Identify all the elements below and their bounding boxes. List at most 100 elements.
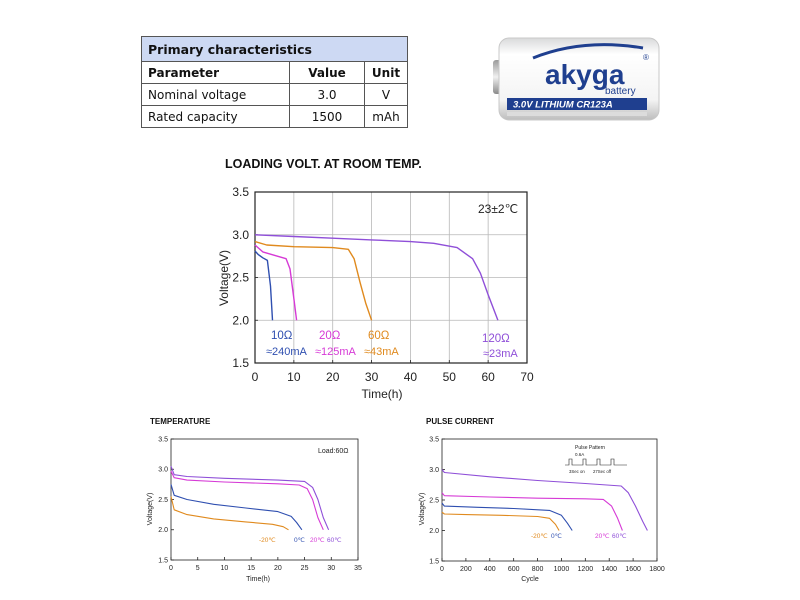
temperature-series-line-3 xyxy=(170,466,330,531)
battery-lower-band xyxy=(507,112,647,116)
main-y-tick-label: 2.5 xyxy=(232,271,249,285)
battery-label-band xyxy=(507,98,647,110)
pulse-y-axis-label: Voltage(V) xyxy=(419,493,426,526)
main-y-axis-label: Voltage(V) xyxy=(217,250,231,306)
pulse-series-line-3 xyxy=(441,469,648,531)
table-title: Primary characteristics xyxy=(141,36,408,62)
main-x-tick-label: 50 xyxy=(443,370,457,384)
pulse-x-tick-label: 0 xyxy=(440,566,444,573)
pulse-series-label: 60℃ xyxy=(612,533,627,540)
main-x-tick-label: 0 xyxy=(252,370,259,384)
pulse-y-tick-label: 3.5 xyxy=(429,436,439,443)
pulse-inset-on: 3Sec on xyxy=(569,469,585,474)
pulse-y-tick-label: 2.5 xyxy=(429,497,439,504)
pulse-inset-title: Pulse Pattern xyxy=(575,445,605,451)
temperature-series-label: 0℃ xyxy=(294,537,306,544)
temperature-y-tick-label: 2.5 xyxy=(158,497,168,504)
temperature-x-tick-label: 35 xyxy=(354,565,362,572)
temperature-series-label: 60℃ xyxy=(327,537,342,544)
pulse-series-label: 20℃ xyxy=(595,533,610,540)
main-chart-title: LOADING VOLT. AT ROOM TEMP. xyxy=(225,157,422,171)
table-cell-unit: mAh xyxy=(364,105,408,128)
pulse-x-tick-label: 1000 xyxy=(554,566,570,573)
temperature-series-line-2 xyxy=(170,470,324,531)
pulse-inset-off: 27Sec off xyxy=(593,469,612,474)
battery-label-text: 3.0V LITHIUM CR123A xyxy=(513,100,613,111)
temperature-y-tick-label: 3.0 xyxy=(158,467,168,474)
main-x-tick-label: 10 xyxy=(287,370,301,384)
temperature-annotation: Load:60Ω xyxy=(318,448,349,455)
temperature-y-tick-label: 3.5 xyxy=(158,436,168,443)
pulse-y-tick-label: 2.0 xyxy=(429,528,439,535)
temperature-y-tick-label: 1.5 xyxy=(158,557,168,564)
pulse-x-axis-label: Cycle xyxy=(521,576,539,583)
table-header-unit: Unit xyxy=(364,61,408,84)
temperature-x-tick-label: 25 xyxy=(301,565,309,572)
temperature-series-line-1 xyxy=(170,484,303,531)
characteristics-table: Primary characteristics Parameter Value … xyxy=(141,36,408,128)
main-series-line-1 xyxy=(254,244,298,321)
pulse-x-tick-label: 800 xyxy=(532,566,544,573)
pulse-x-tick-label: 600 xyxy=(508,566,520,573)
pulse-series-line-1 xyxy=(441,502,573,531)
temperature-x-tick-label: 30 xyxy=(327,565,335,572)
pulse-x-tick-label: 1400 xyxy=(601,566,617,573)
pulse-y-tick-label: 3.0 xyxy=(429,467,439,474)
main-series-current-label: ≈125mA xyxy=(315,346,357,358)
main-x-tick-label: 60 xyxy=(481,370,495,384)
main-series-line-2 xyxy=(254,240,373,321)
temperature-chart-title: TEMPERATURE xyxy=(150,417,211,426)
main-series-label: 120Ω xyxy=(482,333,510,345)
temperature-series-label: -20℃ xyxy=(259,537,276,544)
pulse-y-tick-label: 1.5 xyxy=(429,558,439,565)
main-y-tick-label: 2.0 xyxy=(232,313,249,327)
temperature-x-tick-label: 15 xyxy=(247,565,255,572)
pulse-series-line-0 xyxy=(441,511,560,531)
temperature-x-tick-label: 0 xyxy=(169,565,173,572)
main-x-tick-label: 70 xyxy=(520,370,534,384)
pulse-series-label: -20℃ xyxy=(531,533,548,540)
pulse-chart-title: PULSE CURRENT xyxy=(426,417,494,426)
pulse-x-tick-label: 200 xyxy=(460,566,472,573)
pulse-x-tick-label: 1200 xyxy=(578,566,594,573)
pulse-x-tick-label: 1800 xyxy=(649,566,665,573)
main-x-axis-label: Time(h) xyxy=(362,387,403,401)
temperature-x-tick-label: 10 xyxy=(221,565,229,572)
registered-mark: ® xyxy=(643,53,649,62)
temperature-series-line-0 xyxy=(170,496,289,531)
main-series-current-label: ≈43mA xyxy=(364,346,399,358)
pulse-inset-current: 0.6A xyxy=(575,452,584,457)
table-cell-parameter: Rated capacity xyxy=(141,105,290,128)
main-x-tick-label: 40 xyxy=(404,370,418,384)
main-y-tick-label: 3.0 xyxy=(232,228,249,242)
main-series-label: 60Ω xyxy=(368,330,390,342)
brand-sub-text: battery xyxy=(605,86,636,97)
pulse-series-label: 0℃ xyxy=(551,533,563,540)
temperature-y-axis-label: Voltage(V) xyxy=(147,493,154,526)
main-x-tick-label: 20 xyxy=(326,370,340,384)
brand-swoosh xyxy=(532,43,644,60)
table-row: Rated capacity 1500 mAh xyxy=(141,105,408,128)
main-x-tick-label: 30 xyxy=(365,370,379,384)
main-series-current-label: ≈23mA xyxy=(483,348,518,360)
pulse-x-tick-label: 400 xyxy=(484,566,496,573)
temperature-x-tick-label: 20 xyxy=(274,565,282,572)
main-y-tick-label: 1.5 xyxy=(232,356,249,370)
temperature-x-tick-label: 5 xyxy=(196,565,200,572)
battery-image: akyga battery ® 3.0V LITHIUM CR123A xyxy=(493,37,660,121)
temperature-y-tick-label: 2.0 xyxy=(158,527,168,534)
brand-logo-text: akyga xyxy=(545,59,625,90)
pulse-x-tick-label: 1600 xyxy=(625,566,641,573)
main-series-current-label: ≈240mA xyxy=(266,346,308,358)
main-series-label: 20Ω xyxy=(319,330,341,342)
main-series-line-3 xyxy=(254,234,499,321)
temperature-series-label: 20℃ xyxy=(310,537,325,544)
pulse-plot-frame xyxy=(441,438,658,562)
main-y-tick-label: 3.5 xyxy=(232,185,249,199)
main-series-label: 10Ω xyxy=(271,330,293,342)
main-annotation: 23±2℃ xyxy=(478,202,518,216)
pulse-inset-waveform xyxy=(565,458,627,466)
temperature-x-axis-label: Time(h) xyxy=(246,576,270,583)
pulse-series-line-2 xyxy=(441,492,623,531)
